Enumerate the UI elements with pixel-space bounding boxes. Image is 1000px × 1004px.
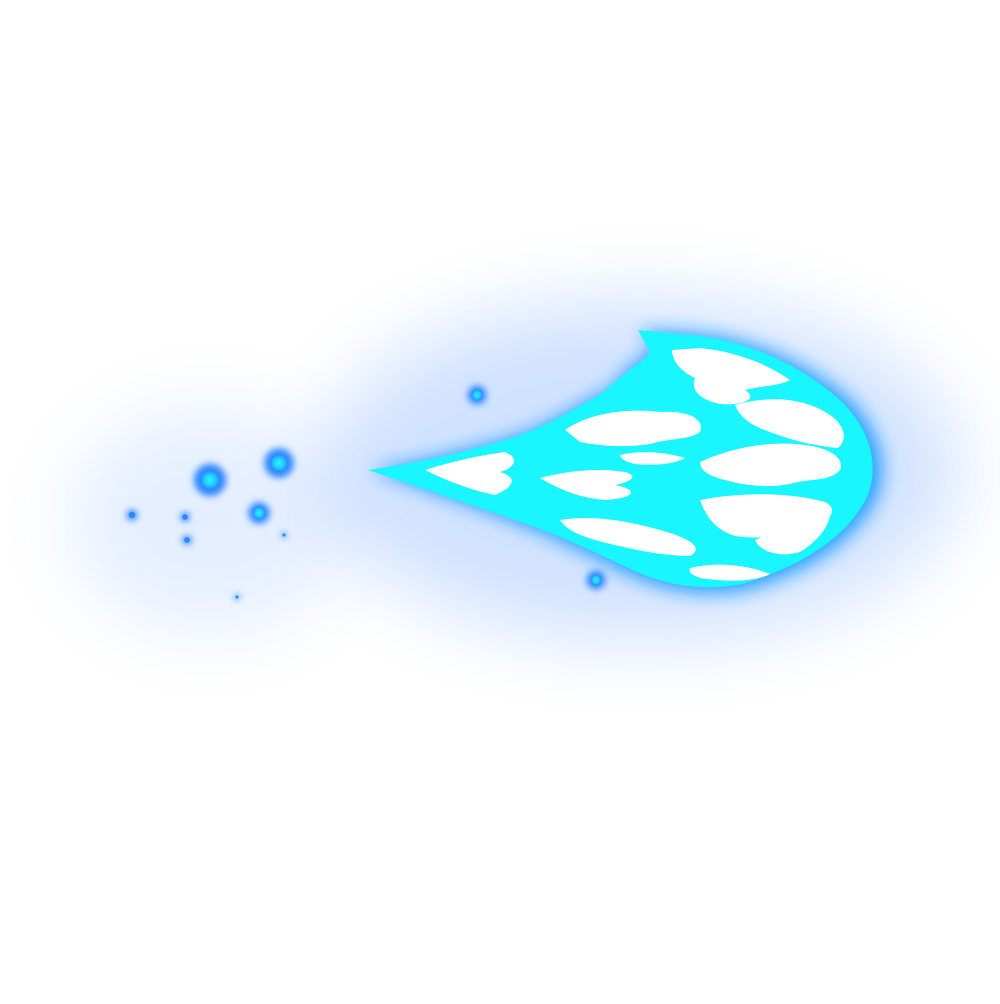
particle (128, 511, 136, 519)
particle (200, 470, 220, 490)
particle (184, 537, 190, 543)
fireball (368, 330, 882, 594)
particle (252, 506, 266, 520)
particle (590, 574, 602, 586)
particle (270, 454, 288, 472)
particle (235, 595, 239, 599)
particle-cluster (126, 385, 606, 600)
particle (182, 514, 188, 520)
fireball-core (425, 348, 844, 581)
particle (471, 389, 483, 401)
particle (282, 533, 286, 537)
